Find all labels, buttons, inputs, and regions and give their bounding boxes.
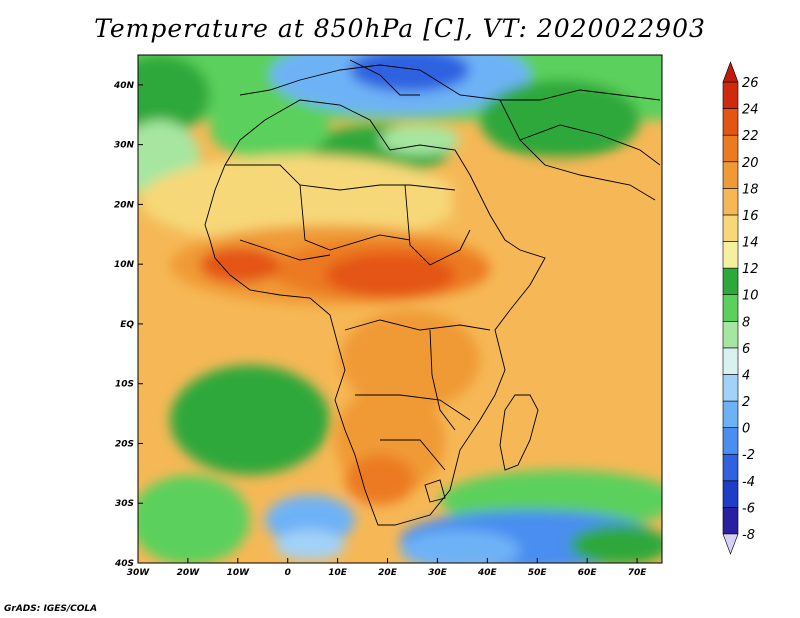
colorbar-swatch: [722, 214, 739, 242]
y-tick-label: 20N: [114, 200, 135, 210]
y-tick-label: 40S: [114, 559, 134, 569]
colorbar-swatch: [722, 161, 739, 189]
x-tick-label: 20E: [378, 568, 398, 578]
y-axis-ticks: 40N 30N 20N 10N EQ 10S 20S 30S 40S: [113, 81, 143, 569]
x-tick-label: 30W: [127, 568, 151, 578]
colorbar-label: 12: [742, 262, 759, 277]
colorbar-top-arrow: [722, 61, 739, 83]
colorbar-label: -4: [742, 475, 755, 490]
colorbar-swatch: [722, 108, 739, 136]
colorbar-label: 0: [742, 422, 750, 437]
colorbar-swatch: [722, 400, 739, 428]
y-tick-label: 30S: [115, 499, 134, 509]
x-tick-label: 10E: [328, 568, 348, 578]
x-tick-label: 50E: [528, 568, 548, 578]
plot-frame: [137, 54, 663, 564]
x-tick-label: 30E: [428, 568, 448, 578]
colorbar-label: 24: [742, 103, 759, 118]
colorbar-label: -6: [742, 501, 755, 516]
colorbar-label: 14: [742, 236, 759, 251]
colorbar-label: 26: [742, 76, 759, 91]
x-axis-ticks: 30W 20W 10W 0 10E 20E 30E 40E 50E 60E 70E: [127, 558, 647, 578]
x-tick-label: 10W: [227, 568, 251, 578]
colorbar-label: 20: [742, 156, 759, 171]
x-tick-label: 20W: [177, 568, 201, 578]
x-tick-label: 70E: [628, 568, 648, 578]
colorbar-swatch: [722, 427, 739, 455]
y-tick-label: 30N: [114, 141, 135, 151]
colorbar-swatch: [722, 507, 739, 535]
chart-title: Temperature at 850hPa [C], VT: 202002290…: [94, 14, 706, 43]
colorbar-swatch: [722, 188, 739, 216]
colorbar-swatch: [722, 453, 739, 482]
y-tick-label: 40N: [113, 81, 135, 91]
colorbar-swatch: [722, 267, 739, 296]
grads-credit: GrADS: IGES/COLA: [4, 604, 98, 614]
colorbar-swatch: [722, 320, 739, 349]
colorbar-swatch: [722, 480, 739, 508]
y-tick-label: 20S: [115, 439, 134, 449]
colorbar-label: 6: [742, 342, 750, 357]
colorbar-label: 2: [742, 395, 750, 410]
x-tick-label: 0: [285, 568, 291, 578]
colorbar-label: 16: [742, 209, 759, 224]
colorbar-swatch: [722, 134, 739, 163]
y-tick-label: EQ: [120, 320, 134, 330]
colorbar-label: 18: [742, 182, 759, 197]
colorbar-swatch: [722, 241, 739, 269]
x-tick-label: 60E: [578, 568, 598, 578]
x-tick-label: 40E: [477, 568, 498, 578]
colorbar-label: -2: [742, 448, 755, 463]
colorbar-label: 10: [742, 289, 759, 304]
colorbar-label: 4: [742, 368, 750, 383]
colorbar-swatch: [722, 81, 739, 109]
temperature-field: [138, 55, 662, 563]
coastlines: [204, 59, 661, 526]
colorbar-bottom-arrow: [722, 533, 739, 555]
colorbar-label: 22: [742, 129, 759, 144]
colorbar-label: -8: [742, 528, 755, 543]
colorbar-label: 8: [742, 315, 750, 330]
colorbar-swatch: [722, 347, 739, 375]
y-tick-label: 10N: [114, 260, 135, 270]
y-tick-label: 10S: [115, 380, 134, 390]
colorbar-swatch: [722, 294, 739, 322]
colorbar-swatch: [722, 374, 739, 402]
